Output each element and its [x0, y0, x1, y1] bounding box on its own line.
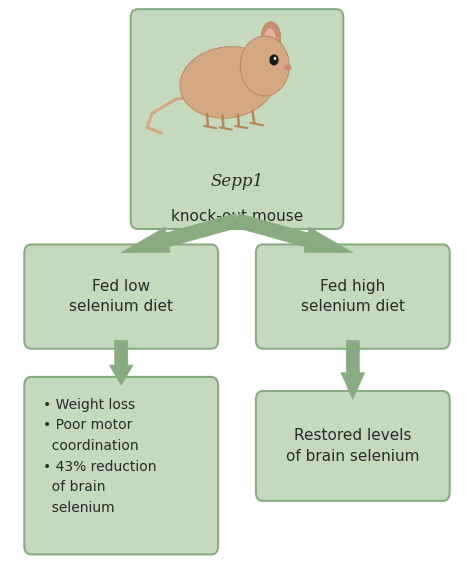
Circle shape [274, 57, 276, 60]
FancyBboxPatch shape [256, 245, 450, 349]
Text: Restored levels
of brain selenium: Restored levels of brain selenium [286, 428, 419, 464]
Ellipse shape [261, 21, 281, 53]
Ellipse shape [180, 46, 275, 118]
Polygon shape [121, 214, 238, 253]
FancyBboxPatch shape [131, 9, 343, 229]
FancyBboxPatch shape [256, 391, 450, 501]
Text: Sepp1: Sepp1 [210, 172, 264, 190]
Text: Fed low
selenium diet: Fed low selenium diet [69, 279, 173, 314]
Text: • Weight loss
• Poor motor
  coordination
• 43% reduction
  of brain
  selenium: • Weight loss • Poor motor coordination … [43, 398, 157, 515]
Text: Fed high
selenium diet: Fed high selenium diet [301, 279, 405, 314]
FancyBboxPatch shape [24, 377, 218, 554]
Ellipse shape [240, 36, 289, 96]
Text: knock-out mouse: knock-out mouse [171, 209, 303, 224]
Ellipse shape [264, 28, 275, 49]
Polygon shape [341, 341, 365, 399]
Ellipse shape [284, 64, 292, 71]
Polygon shape [109, 341, 133, 385]
Polygon shape [236, 214, 353, 253]
FancyBboxPatch shape [24, 245, 218, 349]
Circle shape [269, 54, 279, 66]
